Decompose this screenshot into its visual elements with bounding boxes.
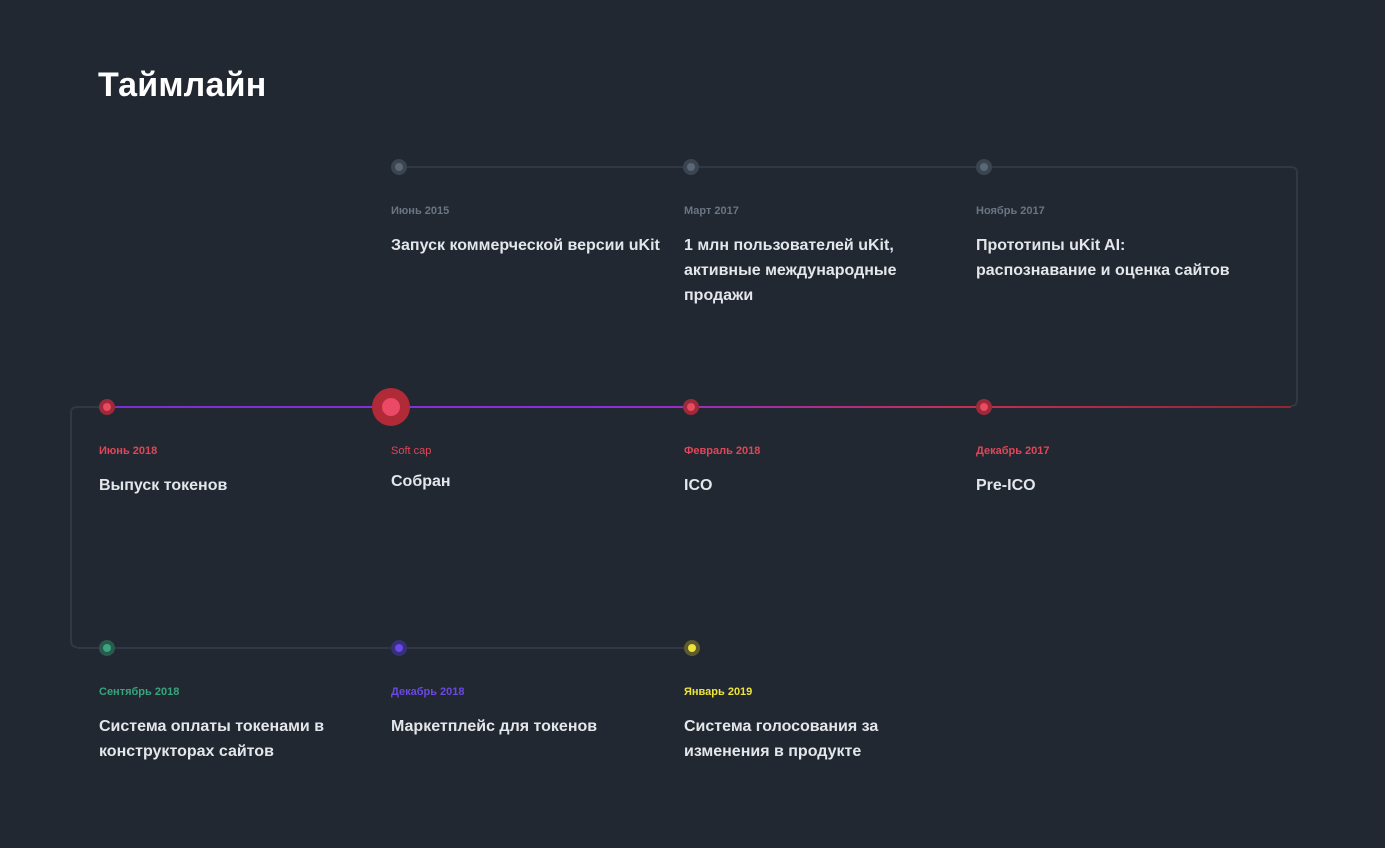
event-description: Pre-ICO (976, 477, 1036, 494)
timeline-event: Февраль 2018 ICO (684, 444, 954, 498)
timeline-event: Июнь 2015 Запуск коммерческой версии uKi… (391, 204, 661, 258)
timeline-event: Декабрь 2017 Pre-ICO (976, 444, 1246, 498)
event-date: Январь 2019 (684, 686, 753, 698)
event-date: Сентябрь 2018 (99, 686, 180, 698)
page-title: Таймлайн (98, 66, 267, 104)
event-date: Декабрь 2018 (391, 686, 465, 698)
event-description: Система голосования за изменения в проду… (684, 718, 879, 760)
timeline-dot-june-2015 (391, 159, 407, 175)
event-description: Маркетплейс для токенов (391, 718, 598, 735)
event-date: Soft cap (391, 445, 432, 457)
event-date: Июнь 2015 (391, 205, 450, 217)
timeline-dot-june-2018 (99, 399, 115, 415)
timeline-dot-december-2017 (976, 399, 992, 415)
timeline-event: Декабрь 2018 Маркетплейс для токенов (391, 685, 661, 739)
event-description: Система оплаты токенами в конструкторах … (99, 718, 325, 760)
timeline-event: Сентябрь 2018 Система оплаты токенами в … (99, 685, 339, 764)
event-date: Февраль 2018 (684, 445, 761, 457)
timeline-event: Июнь 2018 Выпуск токенов (99, 444, 369, 498)
timeline-dot-soft-cap (372, 388, 410, 426)
event-date: Декабрь 2017 (976, 445, 1050, 457)
timeline-dot-november-2017 (976, 159, 992, 175)
timeline-dot-september-2018 (99, 640, 115, 656)
timeline-dot-february-2018 (683, 399, 699, 415)
event-date: Июнь 2018 (99, 445, 158, 457)
event-description: Запуск коммерческой версии uKit (391, 237, 660, 254)
event-description: 1 млн пользователей uKit, активные между… (684, 237, 897, 304)
event-description: Выпуск токенов (99, 477, 228, 494)
timeline-event: Ноябрь 2017 Прототипы uKit AI: распознав… (976, 204, 1246, 283)
timeline-dot-december-2018 (391, 640, 407, 656)
event-description: ICO (684, 477, 713, 494)
event-description: Собран (391, 473, 451, 490)
timeline-event: Январь 2019 Система голосования за измен… (684, 685, 914, 764)
event-date: Ноябрь 2017 (976, 205, 1045, 217)
timeline-event: Soft cap Собран (391, 444, 661, 494)
event-description: Прототипы uKit AI: распознавание и оценк… (976, 237, 1230, 279)
left-connector-line (70, 406, 107, 648)
timeline-dot-january-2019 (684, 640, 700, 656)
top-row-line (399, 166, 1298, 407)
timeline-dot-march-2017 (683, 159, 699, 175)
timeline-event: Март 2017 1 млн пользователей uKit, акти… (684, 204, 924, 308)
event-date: Март 2017 (684, 205, 739, 217)
